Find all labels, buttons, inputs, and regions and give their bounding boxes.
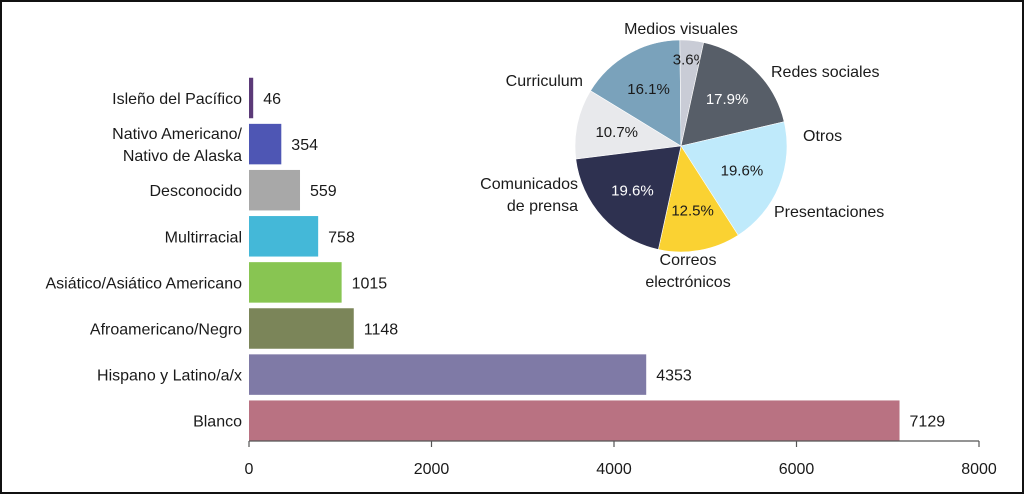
bar-4: [249, 262, 342, 303]
bar-category-label-3: Multirracial: [165, 229, 242, 246]
bar-category-label-5: Afroamericano/Negro: [90, 322, 242, 339]
pie-category-label-2: Otros: [803, 128, 842, 145]
pie-value-label-3: 17.9%: [706, 91, 749, 108]
pie-slice-5: [657, 145, 739, 253]
bar-value-label-6: 4353: [656, 368, 692, 385]
pie-slice-1: [590, 39, 682, 147]
bar-1: [249, 123, 282, 165]
bar-value-label-2: 559: [310, 183, 337, 200]
bar-chart: 46 Isleño del Pacífico 354 Nativo Americano…: [45, 77, 997, 478]
pie-category-label-5: Comunicados de prensa: [480, 176, 578, 215]
bar-0: [249, 77, 254, 119]
pie-category-label-4: Correos electrónicos: [645, 252, 730, 291]
x-tick-label-2: 4000: [596, 461, 632, 478]
bar-category-label-2: Desconocido: [150, 183, 243, 200]
pie-slice-6: [575, 145, 682, 250]
x-tick-label-0: 0: [245, 461, 254, 478]
pie-category-label-6: Curriculum: [506, 73, 583, 90]
pie-value-label-4: 19.6%: [721, 163, 764, 180]
pie-slice-3: [680, 42, 785, 147]
x-tick-label-4: 8000: [961, 461, 997, 478]
pie-value-label-5: 12.5%: [671, 203, 714, 220]
bar-category-label-7: Blanco: [193, 414, 242, 431]
pie-category-label-1: Redes sociales: [771, 64, 880, 81]
bar-7: [249, 400, 900, 441]
bar-value-label-4: 1015: [352, 275, 388, 292]
bar-value-label-0: 46: [263, 91, 281, 108]
pie-value-label-6: 19.6%: [611, 182, 654, 199]
bar-6: [249, 354, 647, 395]
pie-category-label-0: Medios visuales: [624, 21, 738, 38]
bar-category-label-6: Hispano y Latino/a/x: [97, 368, 242, 385]
bar-2: [249, 169, 301, 211]
bar-5: [249, 308, 354, 349]
bar-value-label-3: 758: [328, 229, 355, 246]
pie-slice-4: [680, 121, 788, 236]
bar-value-label-1: 354: [291, 137, 318, 154]
x-tick-label-1: 2000: [414, 461, 450, 478]
pie-value-label-1: 16.1%: [627, 81, 670, 98]
pie-value-label-0: 10.7%: [595, 124, 638, 141]
x-tick-label-3: 6000: [779, 461, 815, 478]
bar-value-label-5: 1148: [364, 322, 399, 339]
pie-chart: 10.7% Medios visuales 16.1% Redes sociales 3…: [480, 21, 884, 291]
bar-3: [249, 216, 319, 257]
pie-value-label-2: 3.6%: [673, 52, 707, 69]
pie-category-label-3: Presentaciones: [774, 204, 884, 221]
bar-category-label-0: Isleño del Pacífico: [112, 91, 242, 108]
bar-category-label-1: Nativo Americano/Nativo de Alaska: [112, 126, 242, 165]
bar-category-label-4: Asiático/Asiático Americano: [45, 275, 242, 292]
bar-value-label-7: 7129: [910, 414, 946, 431]
pie-slice-0: [574, 90, 682, 160]
